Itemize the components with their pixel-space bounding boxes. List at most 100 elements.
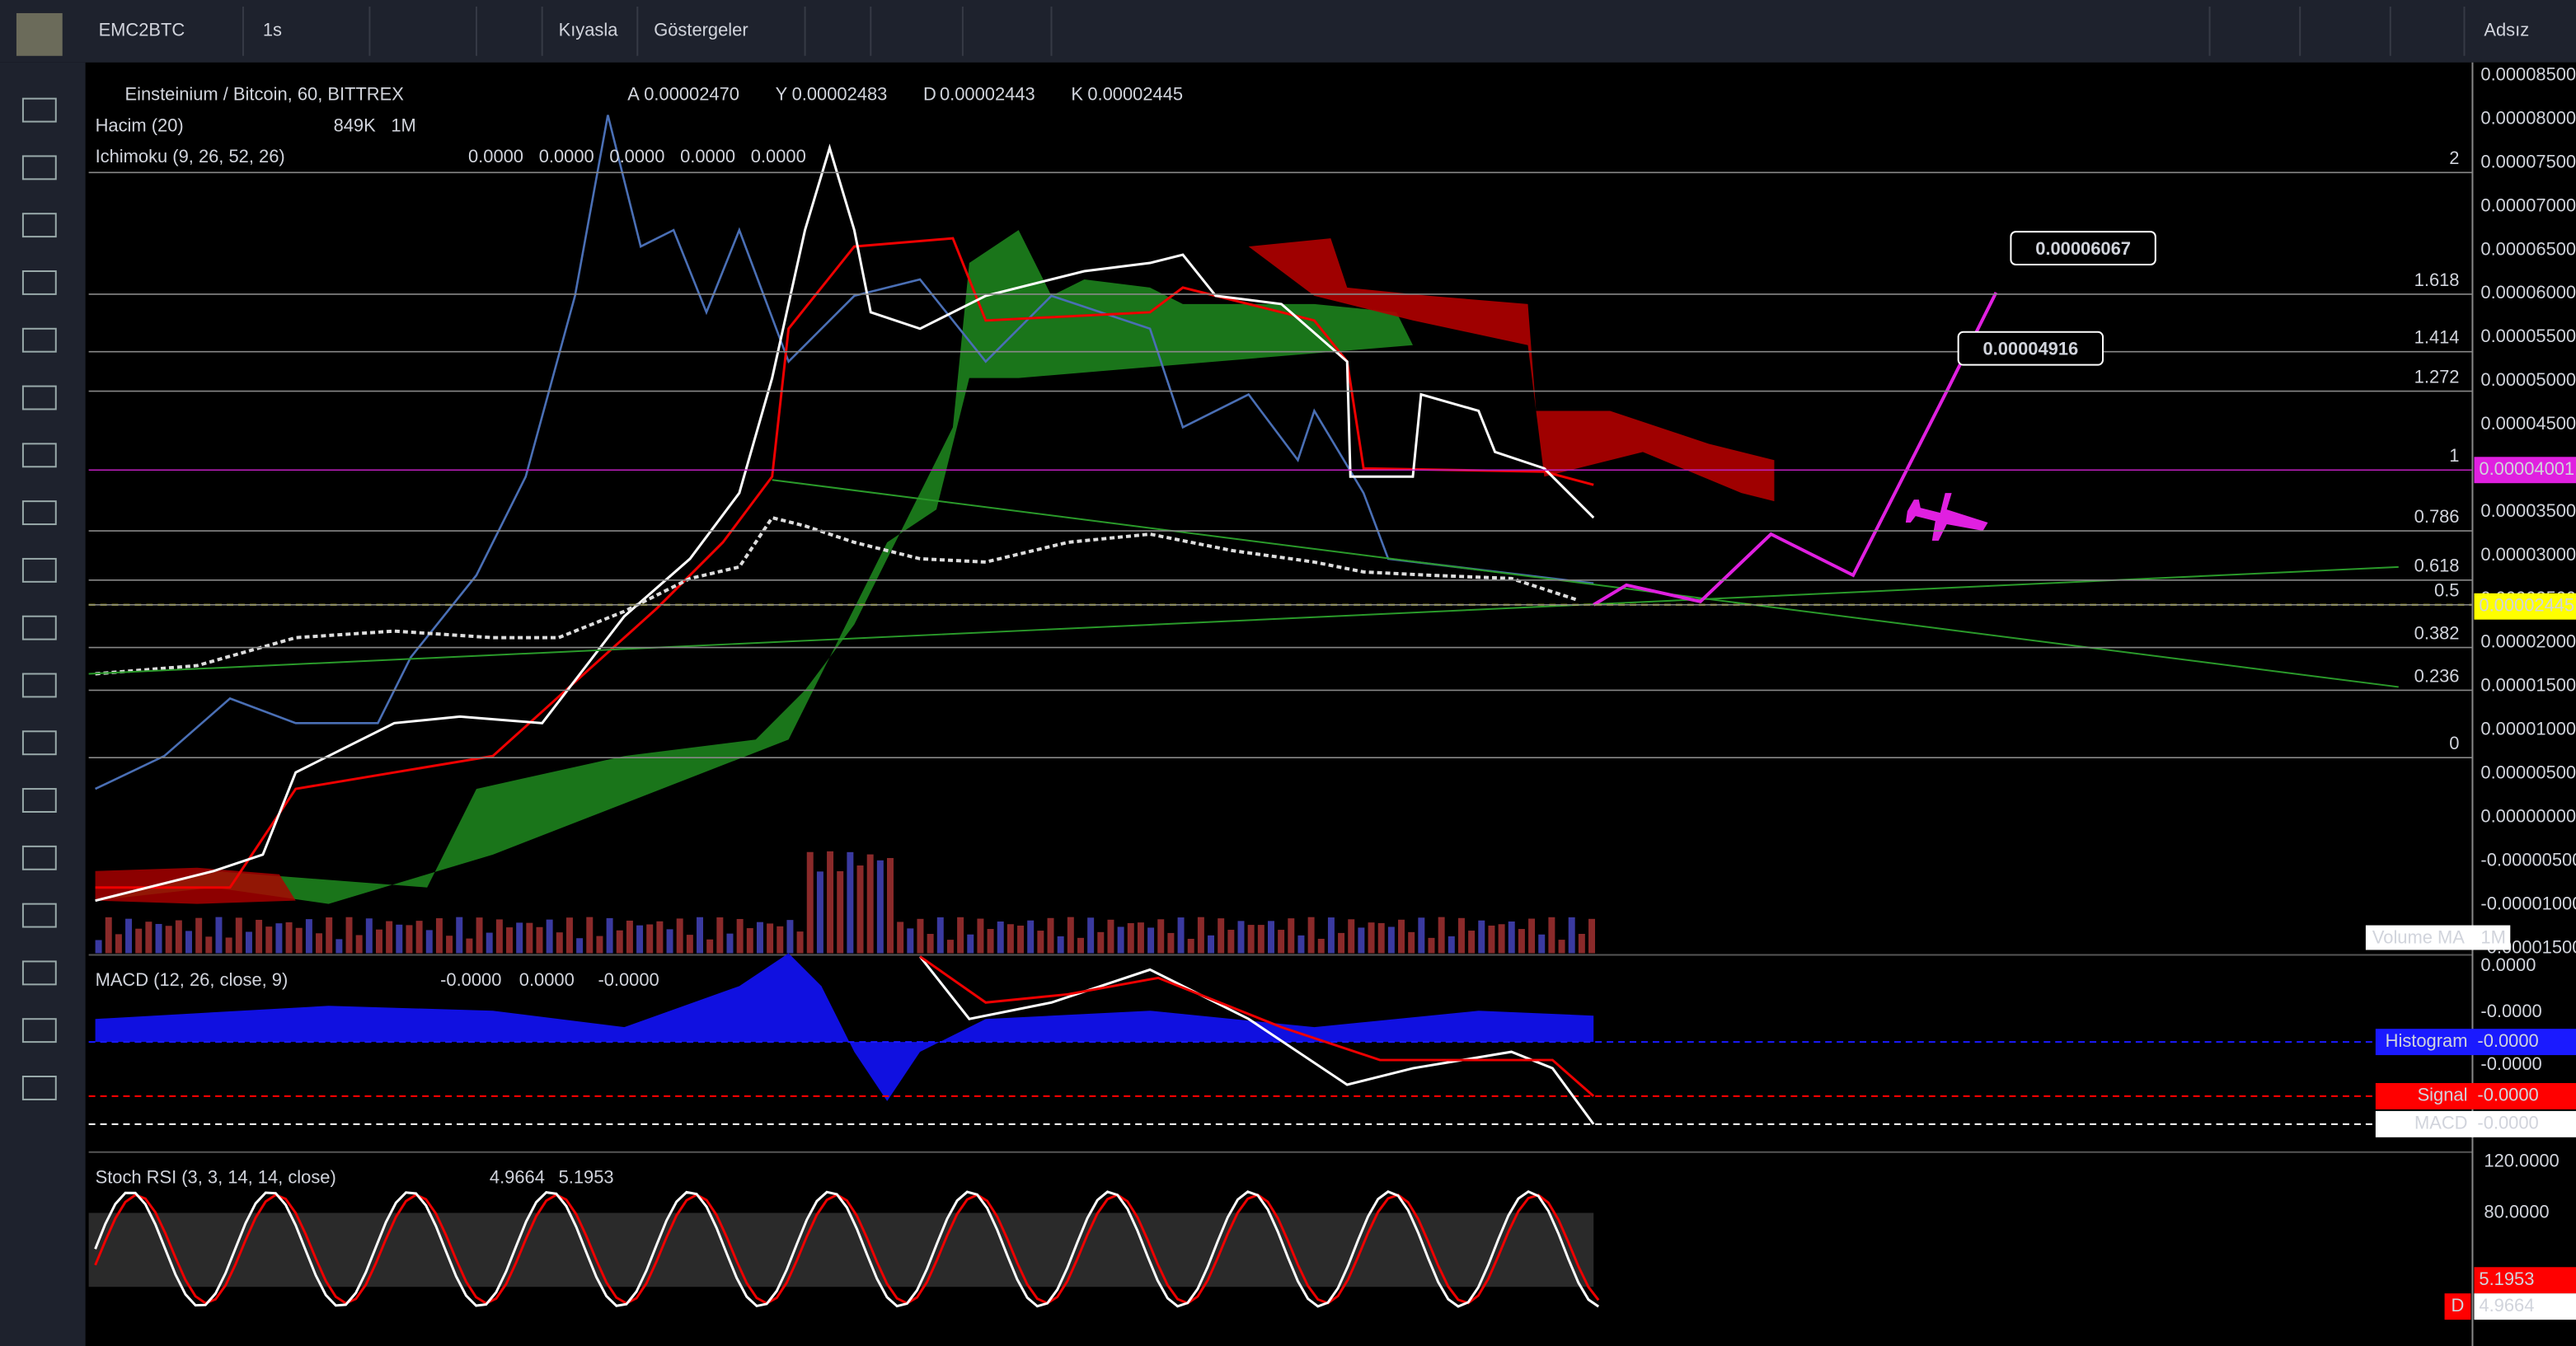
tool-icon[interactable] <box>21 845 57 870</box>
volume-bar <box>576 938 584 954</box>
volume-ma: 1M <box>391 115 415 135</box>
trendline <box>772 479 2399 688</box>
volume-bar <box>1017 925 1025 954</box>
stoch-tick-label: 80.0000 <box>2484 1201 2549 1222</box>
fib-label: 0.786 <box>2414 506 2460 527</box>
volume-bar <box>1327 917 1335 954</box>
volume-bar <box>756 922 763 954</box>
tool-icon[interactable] <box>21 1018 57 1044</box>
tool-icon[interactable] <box>21 788 57 813</box>
volume-bar <box>145 922 152 954</box>
ohlc-value: 0.00002443 <box>940 83 1035 104</box>
tool-icon[interactable] <box>21 270 57 295</box>
volume-bar <box>856 865 864 954</box>
fib-label: 0.618 <box>2414 556 2460 576</box>
tool-icon[interactable] <box>21 385 57 410</box>
volume-bar <box>1548 917 1555 954</box>
tool-icon[interactable] <box>21 155 57 181</box>
volume-bar <box>486 932 493 954</box>
volume-bar <box>1438 917 1445 954</box>
tool-icon[interactable] <box>21 1076 57 1100</box>
volume-bar <box>95 940 102 954</box>
volume-bar <box>1177 917 1185 954</box>
tool-icon[interactable] <box>21 960 57 986</box>
volume-bar <box>1358 927 1365 954</box>
volume-bar <box>907 928 914 954</box>
volume-bar <box>1247 925 1255 954</box>
tool-icon[interactable] <box>21 213 57 238</box>
macd-value: -0.0000 <box>598 969 659 990</box>
fib-label: 1.618 <box>2414 270 2460 290</box>
volume-bar <box>837 870 844 954</box>
price-badge <box>2474 457 2576 484</box>
ohlc-key: A <box>627 83 640 104</box>
volume-bar <box>927 934 934 954</box>
price-tick-label: 0.00004500 <box>2480 413 2576 434</box>
indicators-button[interactable]: Göstergeler <box>654 20 748 40</box>
volume-bar <box>1208 935 1215 954</box>
stoch-badge <box>2474 1267 2576 1294</box>
volume-bar <box>586 917 594 954</box>
price-badge-text: 0.00004001 <box>2479 458 2574 479</box>
price-tick-label: 0.00008000 <box>2480 107 2576 128</box>
tool-icon[interactable] <box>21 97 57 123</box>
avatar[interactable] <box>16 12 63 56</box>
chikou-line <box>95 115 1594 790</box>
volume-bar <box>866 854 874 954</box>
volume-bar <box>235 917 242 954</box>
tool-icon[interactable] <box>21 615 57 640</box>
macd-tick-label: 0.0000 <box>2480 954 2536 975</box>
tool-icon[interactable] <box>21 730 57 756</box>
volume-bar <box>596 936 603 954</box>
tool-icon[interactable] <box>21 327 57 353</box>
volume-bar <box>746 928 753 954</box>
tool-icon[interactable] <box>21 557 57 583</box>
volume-bar <box>806 851 814 954</box>
volume-bar <box>466 938 473 954</box>
tool-icon[interactable] <box>21 443 57 468</box>
layout-name[interactable]: Adsız <box>2484 20 2529 40</box>
volume-bar <box>616 930 623 954</box>
compare-button[interactable]: Kıyasla <box>559 20 619 40</box>
volume-bar <box>205 936 213 954</box>
symbol[interactable]: EMC2BTC <box>99 20 185 40</box>
volume-bar <box>1307 917 1315 954</box>
price-tick-label: 0.00001000 <box>2480 719 2576 739</box>
macd-badge <box>2375 1082 2576 1109</box>
volume-bar <box>1047 917 1054 954</box>
volume-bar <box>1097 931 1105 954</box>
volume-bar <box>175 920 182 954</box>
signal-curve <box>919 955 1595 1098</box>
volume-bar <box>1137 922 1144 954</box>
volume-bar <box>816 871 823 954</box>
volume-bar <box>1418 917 1425 954</box>
volume-bar <box>997 921 1004 954</box>
volume-bar <box>495 919 503 954</box>
volume-bar <box>827 851 834 954</box>
stoch-badge-text: 4.9664 <box>2479 1295 2534 1316</box>
volume-bar <box>476 917 483 954</box>
volume-bar <box>335 939 343 954</box>
volume-bar <box>275 923 283 954</box>
volume-bar <box>1498 924 1505 954</box>
ichimoku-legend: Ichimoku (9, 26, 52, 26) <box>96 146 285 166</box>
price-tick-label: 0.00000000 <box>2480 805 2576 826</box>
volume-bar <box>556 932 563 954</box>
volume-bar <box>726 933 734 954</box>
tool-icon[interactable] <box>21 673 57 698</box>
volume-bar <box>736 918 744 954</box>
volume-bar <box>686 935 693 954</box>
ohlc-value: 0.00002445 <box>1087 83 1183 104</box>
interval[interactable]: 1s <box>263 20 282 40</box>
left-toolbar <box>0 62 86 1346</box>
volume-bar <box>606 917 613 954</box>
tool-icon[interactable] <box>21 500 57 526</box>
fib-label: 0 <box>2449 733 2459 753</box>
price-tick-label: 0.00005000 <box>2480 369 2576 390</box>
tool-icon[interactable] <box>21 903 57 928</box>
volume-bar <box>1468 931 1476 954</box>
volume-badge-name: Volume MA <box>2372 926 2465 947</box>
price-tick-label: 0.00006500 <box>2480 238 2576 259</box>
callout-text: 0.00006067 <box>2035 238 2131 259</box>
